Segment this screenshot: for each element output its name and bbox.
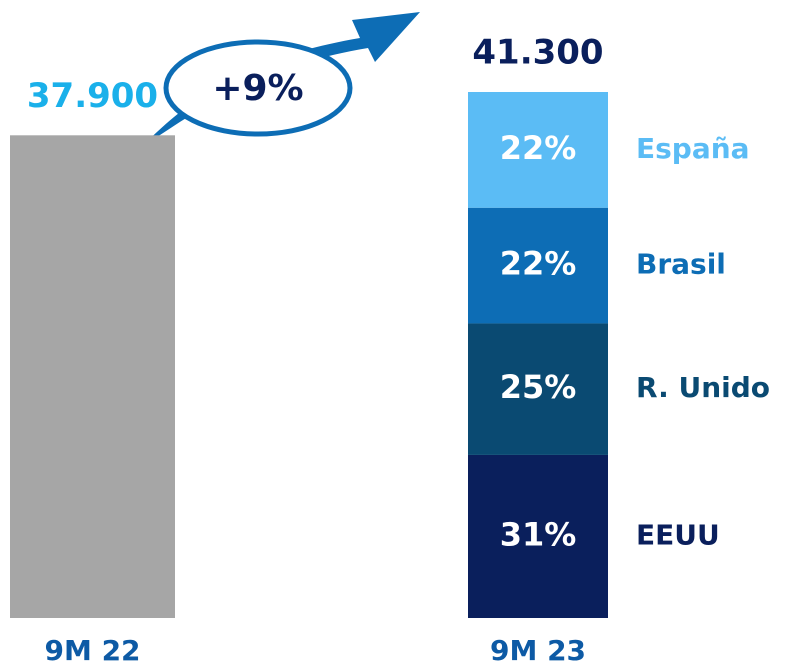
category-label: 9M 22 (44, 634, 140, 667)
growth-bubble (163, 39, 353, 137)
bar-segment (468, 92, 608, 208)
bar (10, 135, 175, 618)
segment-label: 25% (500, 368, 577, 406)
legend-label: España (636, 132, 750, 165)
segment-label: 22% (500, 245, 577, 283)
category-label: 9M 23 (490, 634, 586, 667)
bar-segment (468, 207, 608, 324)
legend-label: Brasil (636, 248, 726, 281)
segment-label: 31% (500, 515, 577, 553)
growth-arrow (140, 12, 420, 148)
total-label: 37.900 (27, 76, 158, 116)
segment-label: 22% (500, 129, 577, 167)
bar-segment (468, 454, 608, 618)
legend-label: EEUU (636, 518, 720, 551)
legend-label: R. Unido (636, 371, 770, 404)
growth-annotation: +9% (212, 68, 303, 109)
total-label: 41.300 (472, 33, 603, 73)
bar-segment (468, 323, 608, 455)
